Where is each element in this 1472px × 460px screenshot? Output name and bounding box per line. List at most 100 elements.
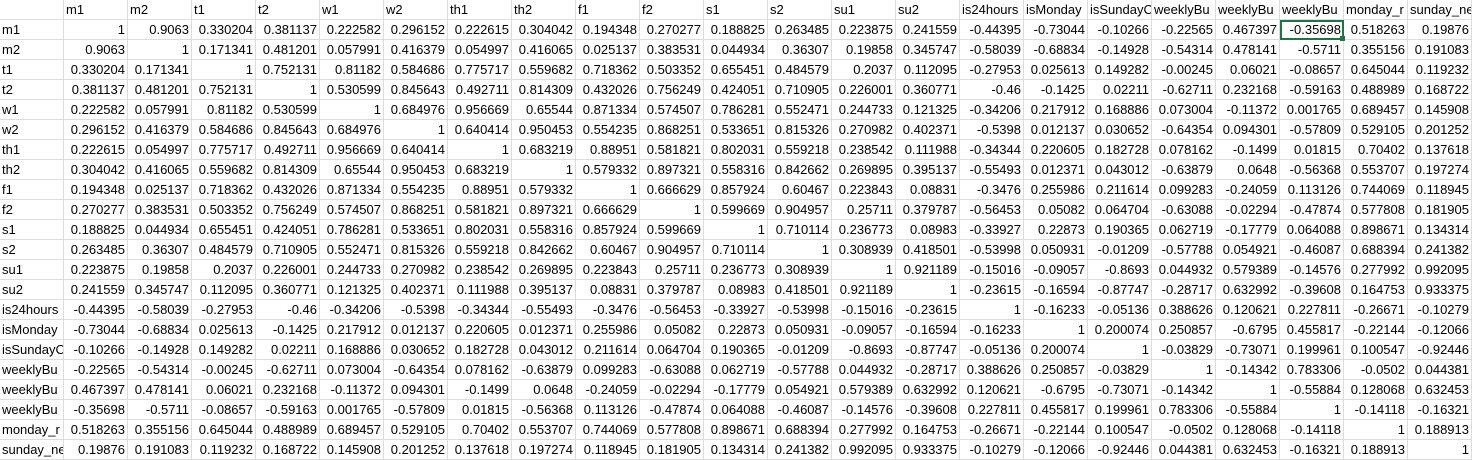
table-cell[interactable]: 0.270277 bbox=[640, 20, 704, 40]
table-cell[interactable]: 0.9063 bbox=[128, 20, 192, 40]
table-cell[interactable]: 0.118945 bbox=[576, 440, 640, 460]
table-cell[interactable]: 0.632453 bbox=[1408, 380, 1472, 400]
table-cell[interactable]: 1 bbox=[1408, 440, 1472, 460]
table-cell[interactable]: 0.904957 bbox=[640, 240, 704, 260]
table-cell[interactable]: 0.08831 bbox=[896, 180, 960, 200]
table-cell[interactable]: 0.054997 bbox=[128, 140, 192, 160]
table-cell[interactable]: 0.128068 bbox=[1344, 380, 1408, 400]
table-cell[interactable]: 0.579389 bbox=[832, 380, 896, 400]
table-cell[interactable]: 0.188913 bbox=[1344, 440, 1408, 460]
table-cell[interactable]: 0.05082 bbox=[1024, 200, 1088, 220]
table-cell[interactable]: -0.73071 bbox=[1088, 380, 1152, 400]
table-cell[interactable]: 0.484579 bbox=[192, 240, 256, 260]
table-cell[interactable]: 0.012137 bbox=[1024, 120, 1088, 140]
table-cell[interactable]: -0.3476 bbox=[576, 300, 640, 320]
table-cell[interactable]: 0.025613 bbox=[1024, 60, 1088, 80]
table-cell[interactable]: 0.182728 bbox=[448, 340, 512, 360]
table-cell[interactable]: 0.050931 bbox=[768, 320, 832, 340]
table-cell[interactable]: -0.01209 bbox=[1088, 240, 1152, 260]
table-cell[interactable]: -0.55884 bbox=[1280, 380, 1344, 400]
table-cell[interactable]: 0.533651 bbox=[704, 120, 768, 140]
table-cell[interactable]: 0.786281 bbox=[704, 100, 768, 120]
table-cell[interactable]: 0.197274 bbox=[1408, 160, 1472, 180]
table-cell[interactable]: -0.14118 bbox=[1280, 420, 1344, 440]
table-cell[interactable]: 0.094301 bbox=[384, 380, 448, 400]
table-cell[interactable]: -0.22144 bbox=[1024, 420, 1088, 440]
table-cell[interactable]: 0.655451 bbox=[192, 220, 256, 240]
table-cell[interactable]: -0.08657 bbox=[1280, 60, 1344, 80]
table-cell[interactable]: 0.467397 bbox=[64, 380, 128, 400]
table-cell[interactable]: 0.217912 bbox=[1024, 100, 1088, 120]
column-header[interactable]: th1 bbox=[448, 0, 512, 20]
table-cell[interactable]: 0.244733 bbox=[320, 260, 384, 280]
row-label[interactable]: isMonday bbox=[0, 320, 64, 340]
table-cell[interactable]: 0.25711 bbox=[640, 260, 704, 280]
row-label[interactable]: weeklyBu bbox=[0, 400, 64, 420]
table-cell[interactable]: -0.15016 bbox=[960, 260, 1024, 280]
table-cell[interactable]: 0.227811 bbox=[1280, 300, 1344, 320]
table-cell[interactable]: -0.03829 bbox=[1088, 360, 1152, 380]
table-cell[interactable]: 0.05082 bbox=[640, 320, 704, 340]
table-cell[interactable]: -0.56453 bbox=[960, 200, 1024, 220]
table-cell[interactable]: 0.718362 bbox=[576, 60, 640, 80]
table-cell[interactable]: -0.34206 bbox=[320, 300, 384, 320]
table-cell[interactable]: 0.211614 bbox=[1088, 180, 1152, 200]
table-cell[interactable]: 1 bbox=[768, 240, 832, 260]
column-header[interactable]: s2 bbox=[768, 0, 832, 20]
table-cell[interactable]: 1 bbox=[960, 300, 1024, 320]
row-label[interactable]: m2 bbox=[0, 40, 64, 60]
table-cell[interactable]: 0.277992 bbox=[1344, 260, 1408, 280]
table-cell[interactable]: 0.60467 bbox=[768, 180, 832, 200]
table-cell[interactable]: 0.232168 bbox=[256, 380, 320, 400]
table-cell[interactable]: 0.752131 bbox=[192, 80, 256, 100]
table-cell[interactable]: 0.632992 bbox=[1216, 280, 1280, 300]
table-cell[interactable]: 0.128068 bbox=[1216, 420, 1280, 440]
fill-handle[interactable] bbox=[1340, 36, 1345, 41]
table-cell[interactable]: -0.0502 bbox=[1344, 360, 1408, 380]
table-cell[interactable]: 0.19858 bbox=[128, 260, 192, 280]
row-label[interactable]: w1 bbox=[0, 100, 64, 120]
table-cell[interactable]: -0.1425 bbox=[256, 320, 320, 340]
table-cell[interactable]: 0.814309 bbox=[256, 160, 320, 180]
table-cell[interactable]: 0.558316 bbox=[512, 220, 576, 240]
table-cell[interactable]: -0.14576 bbox=[832, 400, 896, 420]
table-cell[interactable]: 0.842662 bbox=[768, 160, 832, 180]
table-cell[interactable]: 0.044934 bbox=[128, 220, 192, 240]
column-header[interactable]: m1 bbox=[64, 0, 128, 20]
table-cell[interactable]: -0.01209 bbox=[768, 340, 832, 360]
table-cell[interactable]: 0.388626 bbox=[1152, 300, 1216, 320]
table-cell[interactable]: 0.640414 bbox=[448, 120, 512, 140]
table-cell[interactable]: 0.355156 bbox=[1344, 40, 1408, 60]
table-cell[interactable]: 0.200074 bbox=[1024, 340, 1088, 360]
column-header[interactable]: w1 bbox=[320, 0, 384, 20]
table-cell[interactable]: 0.308939 bbox=[768, 260, 832, 280]
table-cell[interactable]: 0.112095 bbox=[192, 280, 256, 300]
table-cell[interactable]: -0.46087 bbox=[768, 400, 832, 420]
table-cell[interactable]: -0.22565 bbox=[64, 360, 128, 380]
table-cell[interactable]: 0.137618 bbox=[448, 440, 512, 460]
table-cell[interactable]: -0.55884 bbox=[1216, 400, 1280, 420]
table-cell[interactable]: 1 bbox=[576, 180, 640, 200]
table-cell[interactable]: 0.640414 bbox=[384, 140, 448, 160]
table-cell[interactable]: -0.11372 bbox=[1216, 100, 1280, 120]
table-cell[interactable]: 0.094301 bbox=[1216, 120, 1280, 140]
table-cell[interactable]: 0.064704 bbox=[640, 340, 704, 360]
table-cell[interactable]: 1 bbox=[192, 60, 256, 80]
table-cell[interactable]: -0.0502 bbox=[1152, 420, 1216, 440]
table-cell[interactable]: 0.857924 bbox=[576, 220, 640, 240]
table-cell[interactable]: 0.044932 bbox=[832, 360, 896, 380]
table-cell[interactable]: -0.33927 bbox=[704, 300, 768, 320]
table-cell[interactable]: 0.360771 bbox=[256, 280, 320, 300]
table-cell[interactable]: 0.137618 bbox=[1408, 140, 1472, 160]
table-cell[interactable]: 0.424051 bbox=[704, 80, 768, 100]
table-cell[interactable]: -0.44395 bbox=[960, 20, 1024, 40]
table-cell[interactable]: 1 bbox=[512, 160, 576, 180]
table-cell[interactable]: 0.756249 bbox=[640, 80, 704, 100]
table-cell[interactable]: 0.304042 bbox=[512, 20, 576, 40]
table-cell[interactable]: 0.775717 bbox=[448, 60, 512, 80]
table-cell[interactable]: 0.756249 bbox=[256, 200, 320, 220]
table-cell[interactable]: 0.518263 bbox=[64, 420, 128, 440]
table-cell[interactable]: 0.263485 bbox=[64, 240, 128, 260]
table-cell[interactable]: 0.223875 bbox=[832, 20, 896, 40]
table-cell[interactable]: -0.09057 bbox=[1024, 260, 1088, 280]
